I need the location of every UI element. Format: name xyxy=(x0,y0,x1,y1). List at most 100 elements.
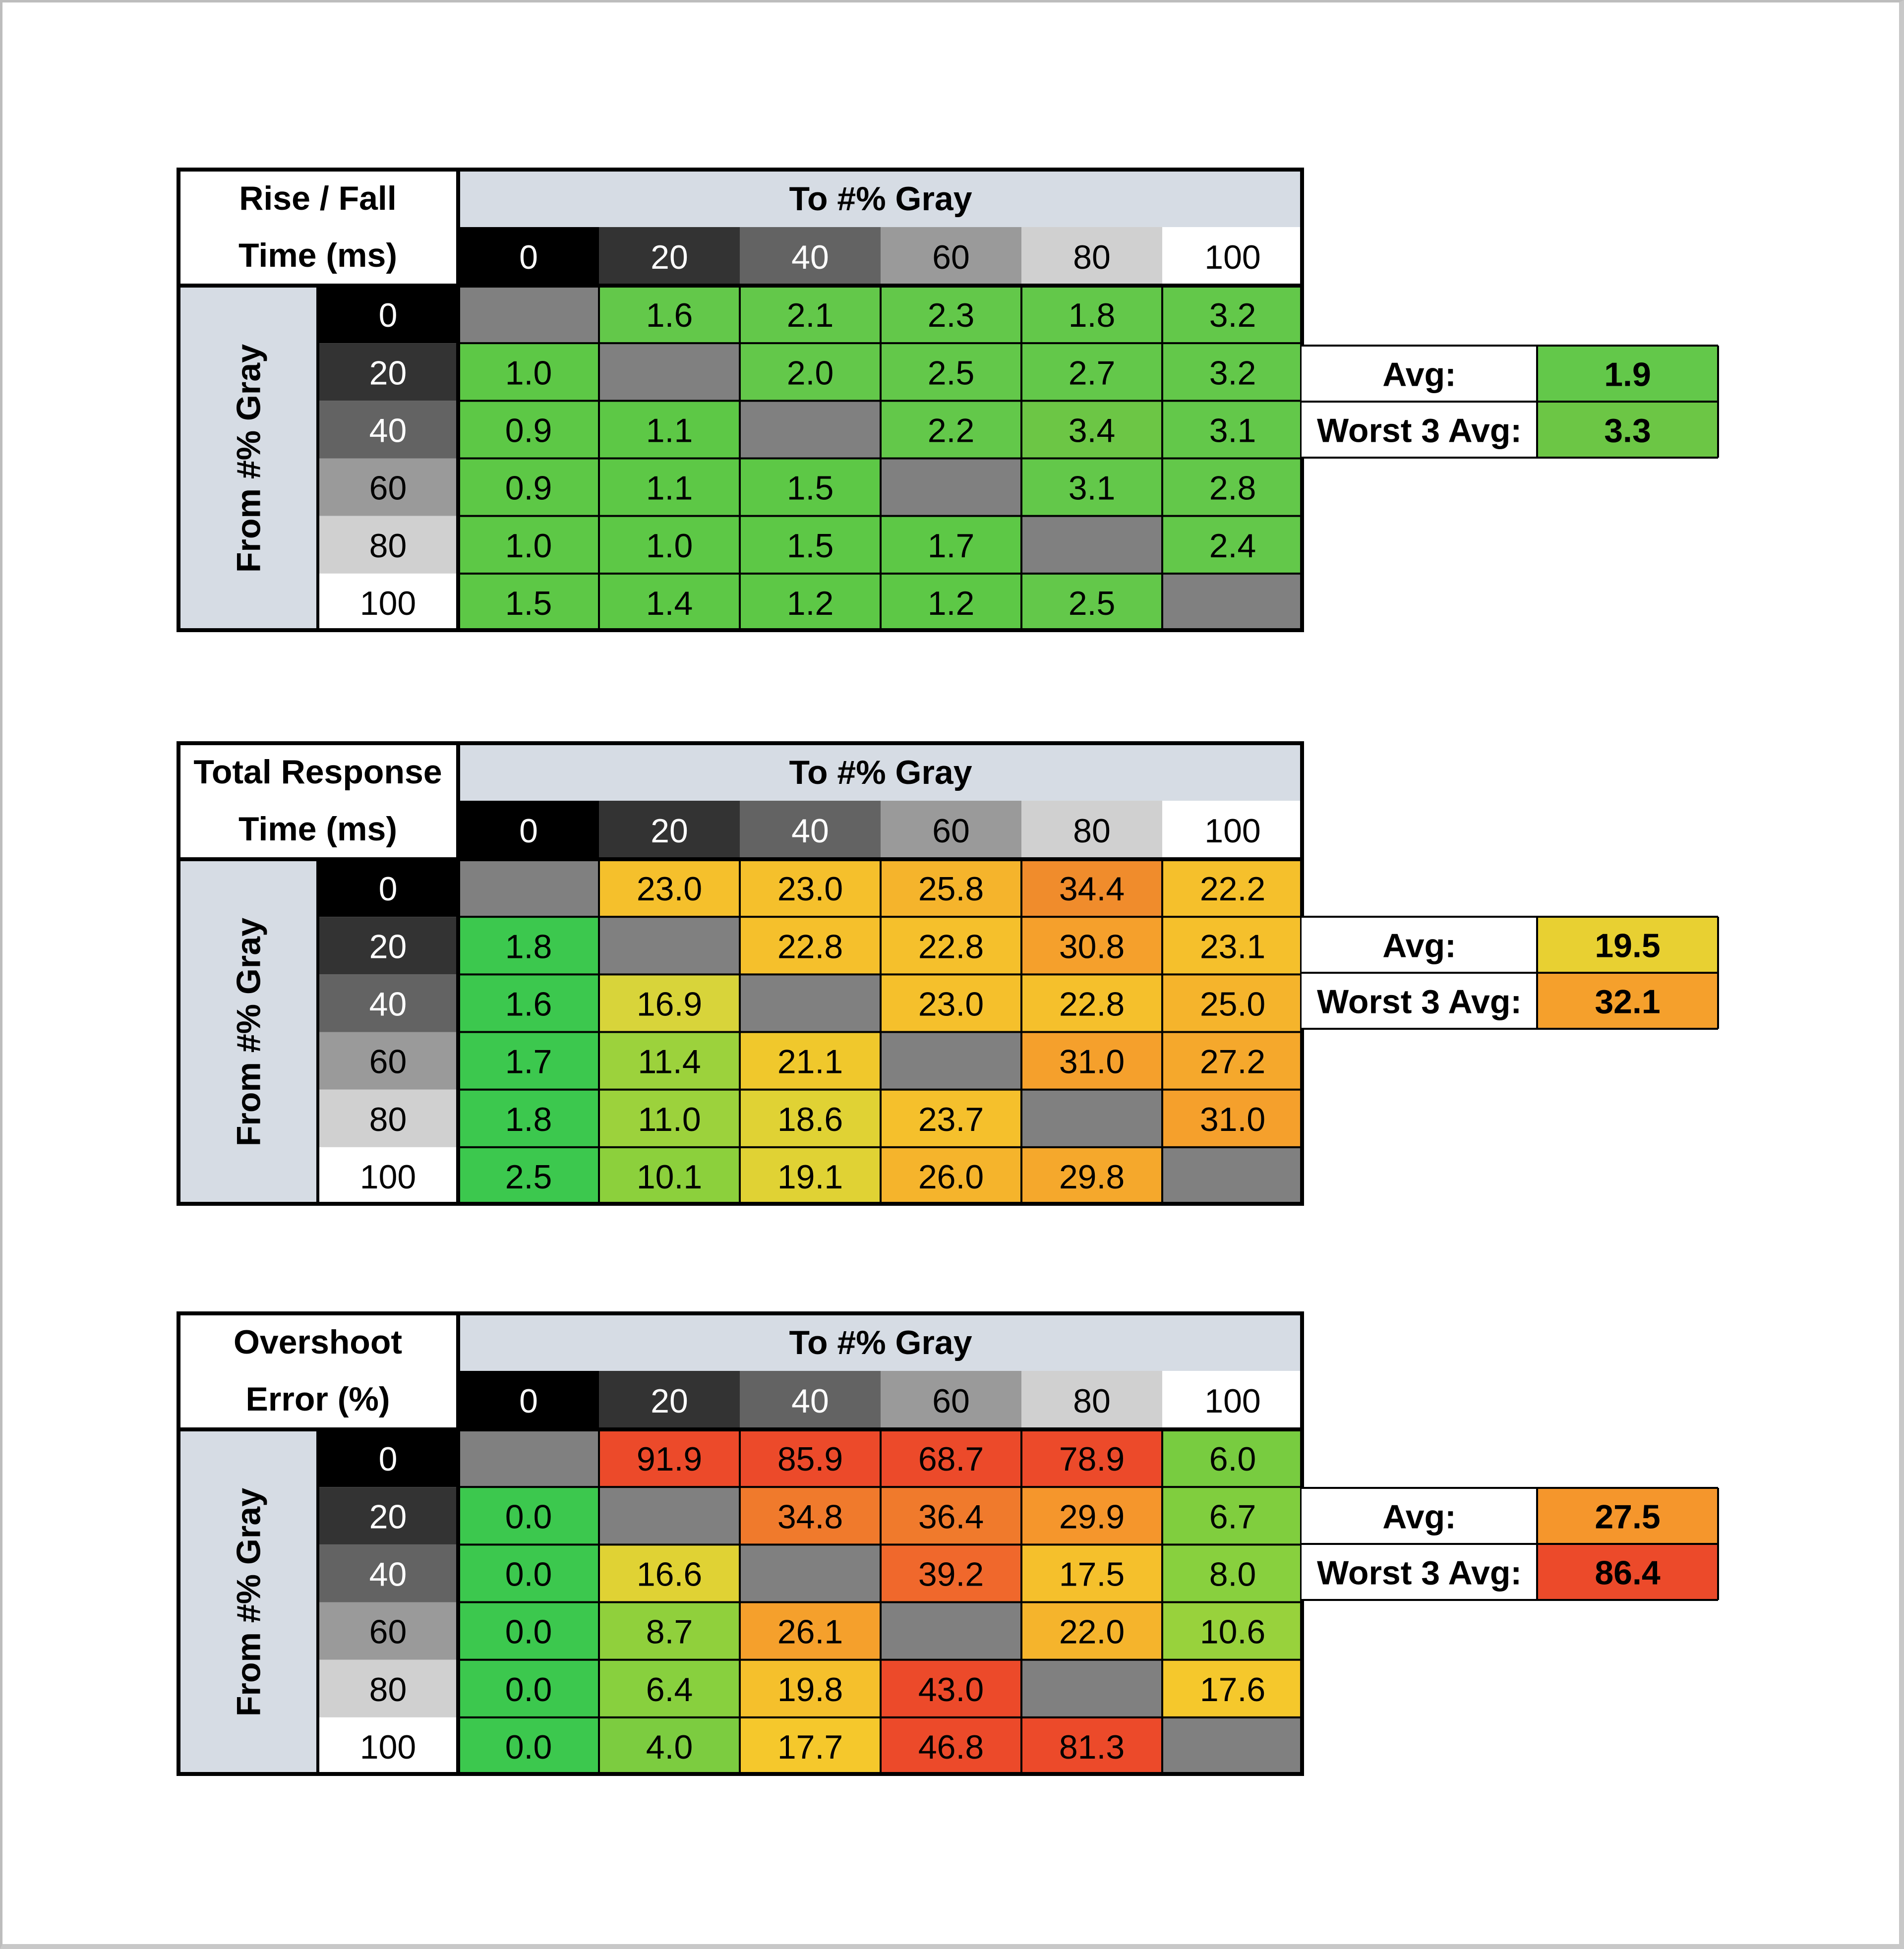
data-value: 22.8 xyxy=(1059,985,1125,1023)
row-level-label-20: 20 xyxy=(369,928,407,965)
col-level-label-80: 80 xyxy=(1073,812,1111,850)
data-cell xyxy=(881,286,1021,344)
data-cell xyxy=(458,1717,599,1775)
summary-value-cell xyxy=(1537,1488,1718,1544)
table-1-content: Total Response Time (ms) To #% Gray 0 20 40 60… xyxy=(177,741,1304,1206)
data-value: 39.2 xyxy=(918,1555,984,1593)
summary-value: 32.1 xyxy=(1595,983,1660,1021)
row-level-label-60: 60 xyxy=(369,470,407,507)
summary-label: Worst 3 Avg: xyxy=(1317,412,1522,450)
summary-label: Avg: xyxy=(1382,927,1456,965)
data-cell xyxy=(599,573,740,631)
row-level-label-60: 60 xyxy=(369,1613,407,1651)
data-cell xyxy=(881,859,1021,917)
overshoot-error-table: Overshoot Error (%) To #% Gray 0 20 40 60 80 100… xyxy=(177,1311,1304,1776)
col-level-label-60: 60 xyxy=(932,812,970,850)
data-cell xyxy=(599,343,740,401)
data-value: 3.2 xyxy=(1209,354,1256,392)
data-cell xyxy=(740,1429,881,1487)
summary-label-cell xyxy=(1302,1488,1537,1544)
row-level-label-40: 40 xyxy=(369,985,407,1023)
row-level-cell-0 xyxy=(318,1429,458,1487)
data-cell xyxy=(1162,573,1303,631)
data-cell xyxy=(740,1659,881,1717)
row-level-label-80: 80 xyxy=(369,1671,407,1709)
data-value: 4.0 xyxy=(646,1728,693,1766)
data-value: 1.6 xyxy=(646,296,693,334)
data-value: 1.5 xyxy=(787,470,834,507)
data-value: 22.8 xyxy=(777,928,843,965)
data-cell xyxy=(458,516,599,574)
summary-value-cell xyxy=(1537,346,1718,402)
rise-fall-summary: Avg: 1.9 Worst 3 Avg: 3.3 xyxy=(1302,345,1721,460)
data-value: 2.2 xyxy=(928,412,975,449)
grid-lines xyxy=(177,168,1304,632)
summary-value: 1.9 xyxy=(1604,356,1651,394)
data-cell xyxy=(599,1147,740,1205)
data-value: 2.3 xyxy=(928,296,975,334)
data-value: 18.6 xyxy=(777,1101,843,1138)
data-cell xyxy=(881,1717,1021,1775)
data-cell xyxy=(1162,917,1303,975)
data-cell xyxy=(458,343,599,401)
data-value: 0.9 xyxy=(505,412,552,449)
data-cell xyxy=(599,859,740,917)
table-title-line-0: Rise / Fall xyxy=(239,179,396,217)
data-value: 1.5 xyxy=(505,585,552,622)
data-value: 27.2 xyxy=(1200,1043,1265,1081)
data-value: 11.4 xyxy=(638,1043,701,1081)
data-cell xyxy=(599,1602,740,1660)
row-level-cell-20 xyxy=(318,343,458,401)
data-cell xyxy=(881,516,1021,574)
data-cell xyxy=(881,401,1021,459)
data-value: 0.0 xyxy=(505,1728,552,1766)
data-value: 0.0 xyxy=(505,1555,552,1593)
data-cell xyxy=(1162,974,1303,1032)
data-value: 6.7 xyxy=(1209,1498,1256,1536)
row-level-label-0: 0 xyxy=(379,870,398,908)
data-cell xyxy=(881,1602,1021,1660)
col-level-cell-100 xyxy=(1162,801,1303,859)
data-value: 78.9 xyxy=(1059,1440,1125,1478)
data-cell xyxy=(458,859,599,917)
data-value: 25.8 xyxy=(918,870,984,908)
row-level-cell-100 xyxy=(318,573,458,631)
data-cell xyxy=(458,1544,599,1602)
data-cell xyxy=(740,1089,881,1147)
rise-fall-time-grid: Rise / Fall Time (ms) To #% Gray 0 20 40 60 80 1… xyxy=(177,168,1304,632)
row-level-label-80: 80 xyxy=(369,527,407,565)
data-cell xyxy=(740,1717,881,1775)
col-level-label-0: 0 xyxy=(519,812,538,850)
data-value: 25.0 xyxy=(1200,985,1265,1023)
data-cell xyxy=(458,1147,599,1205)
data-value: 43.0 xyxy=(918,1671,984,1709)
data-value: 23.0 xyxy=(777,870,843,908)
col-level-label-40: 40 xyxy=(791,238,829,276)
data-cell xyxy=(458,401,599,459)
data-cell xyxy=(1162,458,1303,516)
data-value: 1.6 xyxy=(505,985,552,1023)
data-cell xyxy=(1021,343,1162,401)
summary-content: Avg: 19.5 Worst 3 Avg: 32.1 xyxy=(1302,916,1719,1030)
data-cell xyxy=(1021,1147,1162,1205)
col-level-label-0: 0 xyxy=(519,238,538,276)
col-header-cell xyxy=(458,1312,1303,1371)
data-cell xyxy=(1021,401,1162,459)
col-level-label-20: 20 xyxy=(651,812,688,850)
data-cell xyxy=(1021,286,1162,344)
data-cell xyxy=(1021,573,1162,631)
data-value: 0.0 xyxy=(505,1671,552,1709)
data-value: 22.8 xyxy=(918,928,984,965)
table-title-line-0: Overshoot xyxy=(234,1323,402,1361)
data-value: 26.0 xyxy=(918,1158,984,1196)
data-cell xyxy=(1162,401,1303,459)
data-value: 1.8 xyxy=(505,928,552,965)
data-cell xyxy=(740,974,881,1032)
data-cell xyxy=(599,1032,740,1090)
summary-value-cell xyxy=(1537,402,1718,458)
col-header-cell xyxy=(458,169,1303,227)
summary-value: 3.3 xyxy=(1604,412,1651,450)
overshoot-error-summary: Avg: 27.5 Worst 3 Avg: 86.4 xyxy=(1302,1487,1721,1602)
summary-value-cell xyxy=(1537,973,1718,1029)
data-cell xyxy=(740,1544,881,1602)
